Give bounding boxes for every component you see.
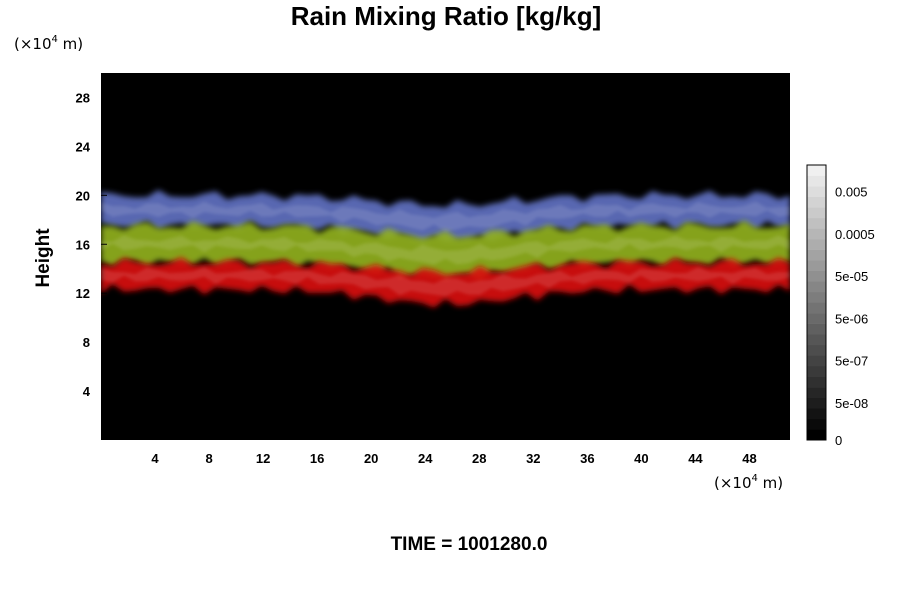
y-units-exponent: 4 xyxy=(52,34,58,45)
colorbar-level xyxy=(807,175,826,187)
x-tick-label: 8 xyxy=(205,451,212,466)
x-units-suffix: m) xyxy=(758,474,783,492)
x-units-exponent: 4 xyxy=(752,473,758,484)
y-tick-label: 8 xyxy=(83,335,90,350)
y-units-prefix: (×10 xyxy=(14,35,52,53)
colorbar-tick-label: 5e-06 xyxy=(835,311,868,326)
colorbar-tick-label: 0.0005 xyxy=(835,227,875,242)
colorbar-level xyxy=(807,249,826,261)
colorbar-level xyxy=(807,313,826,324)
colorbar-level xyxy=(807,397,826,409)
x-tick-label: 12 xyxy=(256,451,270,466)
colorbar-level xyxy=(807,281,826,293)
colorbar-level xyxy=(807,302,826,314)
colorbar-level xyxy=(807,228,826,240)
x-tick-label: 24 xyxy=(418,451,433,466)
x-tick-label: 36 xyxy=(580,451,594,466)
colorbar-level xyxy=(807,196,826,208)
y-tick-label: 28 xyxy=(76,90,90,105)
y-tick-label: 24 xyxy=(76,139,91,154)
colorbar-level xyxy=(807,270,826,282)
colorbar-level xyxy=(807,387,826,398)
colorbar xyxy=(806,164,827,441)
chart-title: Rain Mixing Ratio [kg/kg] xyxy=(291,1,602,31)
colorbar-tick-label: 0 xyxy=(835,433,842,448)
x-units-prefix: (×10 xyxy=(714,474,752,492)
layer-green-highlight xyxy=(101,235,790,265)
colorbar-level xyxy=(807,260,826,272)
colorbar-level xyxy=(807,355,826,367)
y-tick-label: 16 xyxy=(76,237,90,252)
colorbar-level xyxy=(807,217,826,229)
colorbar-level xyxy=(807,365,826,377)
time-label: TIME = 1001280.0 xyxy=(391,534,548,555)
layer-red-highlight xyxy=(101,267,790,297)
colorbar-level xyxy=(807,334,826,346)
x-axis: 4 8 12 16 20 24 28 32 36 40 44 48 xyxy=(151,434,757,466)
colorbar-tick-label: 0.005 xyxy=(835,184,868,199)
x-tick-label: 40 xyxy=(634,451,648,466)
x-axis-units: (×104 m) xyxy=(714,473,783,492)
colorbar-tick-label: 5e-07 xyxy=(835,354,868,369)
colorbar-level xyxy=(807,323,826,335)
colorbar-frame xyxy=(806,164,827,441)
colorbar-level xyxy=(807,291,826,303)
x-tick-label: 16 xyxy=(310,451,324,466)
rain-field xyxy=(101,189,790,308)
colorbar-ticks: 0 5e-08 5e-07 5e-06 5e-05 0.0005 0.005 xyxy=(835,184,875,448)
y-axis-units: (×104 m) xyxy=(14,34,83,53)
x-tick-label: 44 xyxy=(688,451,703,466)
y-tick-label: 4 xyxy=(83,384,91,399)
x-tick-label: 28 xyxy=(472,451,486,466)
colorbar-tick-label: 5e-05 xyxy=(835,269,868,284)
x-tick-label: 48 xyxy=(742,451,756,466)
colorbar-level xyxy=(807,429,826,441)
colorbar-level xyxy=(807,408,826,420)
colorbar-level xyxy=(807,207,826,219)
y-tick-label: 12 xyxy=(76,286,90,301)
colorbar-level xyxy=(807,344,826,356)
x-tick-label: 4 xyxy=(151,451,159,466)
x-tick-label: 32 xyxy=(526,451,540,466)
colorbar-level xyxy=(807,418,826,430)
colorbar-level xyxy=(807,165,826,176)
colorbar-tick-label: 5e-08 xyxy=(835,396,868,411)
y-units-suffix: m) xyxy=(58,35,83,53)
x-tick-label: 20 xyxy=(364,451,378,466)
colorbar-level xyxy=(807,376,826,388)
colorbar-level xyxy=(807,186,826,198)
y-tick-label: 20 xyxy=(76,188,90,203)
layer-blue-highlight xyxy=(101,201,790,232)
colorbar-level xyxy=(807,239,826,250)
layer-green xyxy=(101,220,790,281)
y-axis: 4 8 12 16 20 24 28 xyxy=(76,90,107,399)
y-axis-label: Height xyxy=(33,228,54,288)
